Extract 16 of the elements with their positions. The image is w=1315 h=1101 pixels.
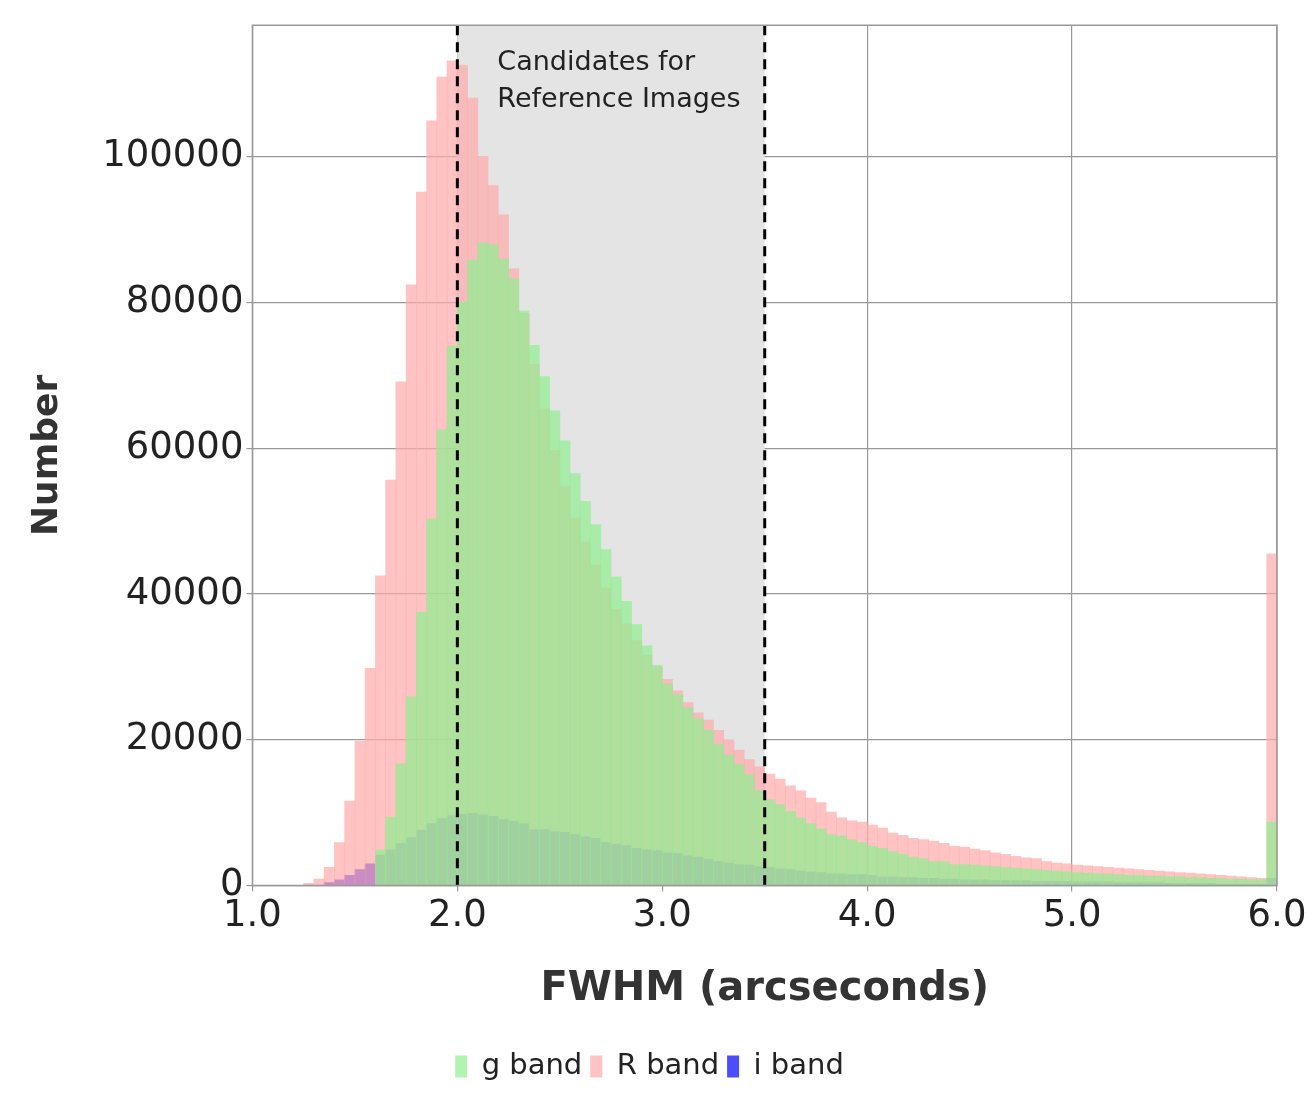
legend-label: R band	[616, 1047, 720, 1082]
x-tick-label: 6.0	[1247, 892, 1307, 936]
y-tick-label: 40000	[125, 569, 244, 613]
x-tick-label: 4.0	[837, 892, 897, 936]
legend-label: i band	[753, 1047, 844, 1082]
legend-label: g band	[481, 1047, 583, 1082]
y-tick-label: 100000	[102, 132, 244, 176]
x-tick-label: 3.0	[632, 892, 692, 936]
y-tick-label: 80000	[125, 277, 244, 321]
band-label: Candidates for Reference Images	[497, 44, 741, 113]
y-tick-label: 20000	[125, 715, 244, 759]
x-tick-label: 5.0	[1042, 892, 1102, 936]
y-axis-title: Number	[23, 374, 65, 537]
y-tick-label: 60000	[125, 423, 244, 467]
x-tick-label: 2.0	[427, 892, 487, 936]
x-axis-title: FWHM (arcseconds)	[540, 963, 990, 1010]
